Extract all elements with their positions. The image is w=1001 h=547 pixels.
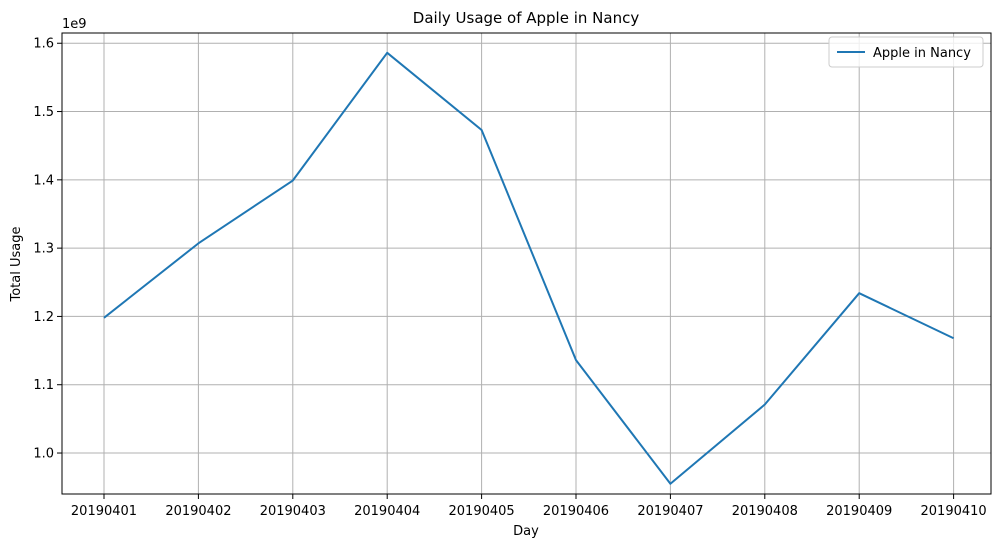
x-tick-label: 20190407 — [637, 504, 703, 519]
y-tick-label: 1.6 — [33, 37, 54, 52]
series-line — [103, 51, 955, 485]
x-tick-label: 20190403 — [260, 504, 326, 519]
y-tick-label: 1.1 — [33, 378, 54, 393]
chart-title: Daily Usage of Apple in Nancy — [413, 9, 640, 27]
y-tick-label: 1.2 — [33, 310, 54, 325]
y-tick-label: 1.5 — [33, 105, 54, 120]
x-tick-label: 20190402 — [165, 504, 231, 519]
x-tick-label: 20190406 — [543, 504, 609, 519]
x-tick-label: 20190405 — [449, 504, 515, 519]
series-layer — [103, 51, 955, 485]
x-tick-label: 20190401 — [71, 504, 137, 519]
y-offset-label: 1e9 — [62, 17, 87, 32]
plot-frame — [61, 32, 992, 495]
y-axis-ticks: 1.0 1.1 1.2 1.3 1.4 1.5 1.6 — [33, 37, 62, 462]
x-tick-label: 20190408 — [732, 504, 798, 519]
y-tick-label: 1.4 — [33, 173, 54, 188]
legend: Apple in Nancy — [828, 36, 984, 68]
x-tick-label: 20190404 — [354, 504, 420, 519]
grid — [62, 33, 991, 494]
x-axis-title: Day — [513, 524, 539, 539]
x-axis-ticks: 20190401 20190402 20190403 20190404 20190405… — [71, 494, 987, 519]
y-tick-label: 1.3 — [33, 242, 54, 257]
x-tick-label: 20190410 — [921, 504, 987, 519]
x-tick-label: 20190409 — [826, 504, 892, 519]
y-axis-title: Total Usage — [9, 227, 24, 303]
legend-box — [828, 36, 984, 68]
y-tick-label: 1.0 — [33, 447, 54, 462]
legend-label: Apple in Nancy — [873, 46, 971, 61]
